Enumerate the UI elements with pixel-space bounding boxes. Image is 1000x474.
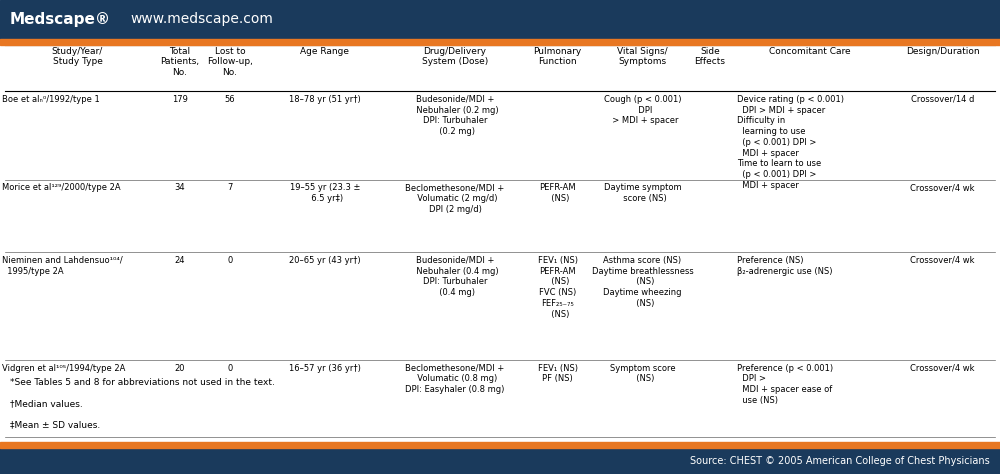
- Text: Cough (p < 0.001)
  DPI
  > MDI + spacer: Cough (p < 0.001) DPI > MDI + spacer: [604, 95, 681, 125]
- Text: ‡Mean ± SD values.: ‡Mean ± SD values.: [10, 420, 100, 429]
- Text: 179: 179: [172, 95, 188, 104]
- Text: Preference (p < 0.001)
  DPI >
  MDI + spacer ease of
  use (NS): Preference (p < 0.001) DPI > MDI + space…: [737, 364, 833, 405]
- Text: 20: 20: [175, 364, 185, 373]
- Text: Vital Signs/
Symptoms: Vital Signs/ Symptoms: [617, 47, 668, 66]
- Text: Asthma score (NS)
Daytime breathlessness
  (NS)
Daytime wheezing
  (NS): Asthma score (NS) Daytime breathlessness…: [592, 256, 693, 308]
- Text: †Median values.: †Median values.: [10, 399, 83, 408]
- Text: 20–65 yr (43 yr†): 20–65 yr (43 yr†): [289, 256, 361, 265]
- Text: 0: 0: [227, 256, 233, 265]
- Bar: [0, 448, 1000, 474]
- Text: Vidgren et al¹⁰⁵/1994/type 2A: Vidgren et al¹⁰⁵/1994/type 2A: [2, 364, 125, 373]
- Text: Morice et al¹²⁹/2000/type 2A: Morice et al¹²⁹/2000/type 2A: [2, 183, 121, 192]
- Text: Symptom score
  (NS): Symptom score (NS): [610, 364, 675, 383]
- Text: FEV₁ (NS)
PF (NS): FEV₁ (NS) PF (NS): [538, 364, 578, 383]
- Text: 19–55 yr (23.3 ±
  6.5 yr‡): 19–55 yr (23.3 ± 6.5 yr‡): [290, 183, 360, 203]
- Text: FEV₁ (NS)
PEFR-AM
  (NS)
FVC (NS)
FEF₂₅₋₇₅
  (NS): FEV₁ (NS) PEFR-AM (NS) FVC (NS) FEF₂₅₋₇₅…: [538, 256, 578, 319]
- Text: Drug/Delivery
System (Dose): Drug/Delivery System (Dose): [422, 47, 488, 66]
- Text: 18–78 yr (51 yr†): 18–78 yr (51 yr†): [289, 95, 361, 104]
- Text: Budesonide/MDI +
  Nebuhaler (0.4 mg)
DPI: Turbuhaler
  (0.4 mg): Budesonide/MDI + Nebuhaler (0.4 mg) DPI:…: [411, 256, 499, 297]
- Bar: [0, 0, 1000, 39]
- Text: Concomitant Care: Concomitant Care: [769, 47, 851, 56]
- Text: Nieminen and Lahdensuo¹⁰⁴/
  1995/type 2A: Nieminen and Lahdensuo¹⁰⁴/ 1995/type 2A: [2, 256, 123, 276]
- Bar: [0, 442, 1000, 448]
- Bar: [0, 39, 1000, 45]
- Text: Lost to
Follow-up,
No.: Lost to Follow-up, No.: [207, 47, 253, 77]
- Text: Total
Patients,
No.: Total Patients, No.: [160, 47, 200, 77]
- Text: Design/Duration: Design/Duration: [906, 47, 979, 56]
- Text: Crossover/14 d: Crossover/14 d: [911, 95, 974, 104]
- Text: Beclomethesone/MDI +
  Volumatic (0.8 mg)
DPI: Easyhaler (0.8 mg): Beclomethesone/MDI + Volumatic (0.8 mg) …: [405, 364, 505, 394]
- Text: Crossover/4 wk: Crossover/4 wk: [910, 256, 975, 265]
- Text: Source: CHEST © 2005 American College of Chest Physicians: Source: CHEST © 2005 American College of…: [690, 456, 990, 466]
- Text: Age Range: Age Range: [300, 47, 350, 56]
- Text: Study/Year/
Study Type: Study/Year/ Study Type: [52, 47, 103, 66]
- Text: Daytime symptom
  score (NS): Daytime symptom score (NS): [604, 183, 681, 203]
- Text: 24: 24: [175, 256, 185, 265]
- Text: Side
Effects: Side Effects: [695, 47, 726, 66]
- Text: Beclomethesone/MDI +
  Volumatic (2 mg/d)
DPI (2 mg/d): Beclomethesone/MDI + Volumatic (2 mg/d) …: [405, 183, 505, 214]
- Text: Boe et alₙ⁰/1992/type 1: Boe et alₙ⁰/1992/type 1: [2, 95, 100, 104]
- Text: Device rating (p < 0.001)
  DPI > MDI + spacer
Difficulty in
  learning to use
 : Device rating (p < 0.001) DPI > MDI + sp…: [737, 95, 844, 190]
- Text: PEFR-AM
  (NS): PEFR-AM (NS): [539, 183, 576, 203]
- Text: Medscape®: Medscape®: [10, 12, 111, 27]
- Text: Budesonide/MDI +
  Nebuhaler (0.2 mg)
DPI: Turbuhaler
  (0.2 mg): Budesonide/MDI + Nebuhaler (0.2 mg) DPI:…: [411, 95, 499, 136]
- Text: *See Tables 5 and 8 for abbreviations not used in the text.: *See Tables 5 and 8 for abbreviations no…: [10, 378, 275, 387]
- Text: Crossover/4 wk: Crossover/4 wk: [910, 183, 975, 192]
- Text: 0: 0: [227, 364, 233, 373]
- Text: 56: 56: [225, 95, 235, 104]
- Text: 34: 34: [175, 183, 185, 192]
- Text: Crossover/4 wk: Crossover/4 wk: [910, 364, 975, 373]
- Text: Pulmonary
Function: Pulmonary Function: [533, 47, 582, 66]
- Text: Preference (NS)
β₂-adrenergic use (NS): Preference (NS) β₂-adrenergic use (NS): [737, 256, 832, 276]
- Text: 7: 7: [227, 183, 233, 192]
- Text: 16–57 yr (36 yr†): 16–57 yr (36 yr†): [289, 364, 361, 373]
- Text: www.medscape.com: www.medscape.com: [130, 12, 273, 27]
